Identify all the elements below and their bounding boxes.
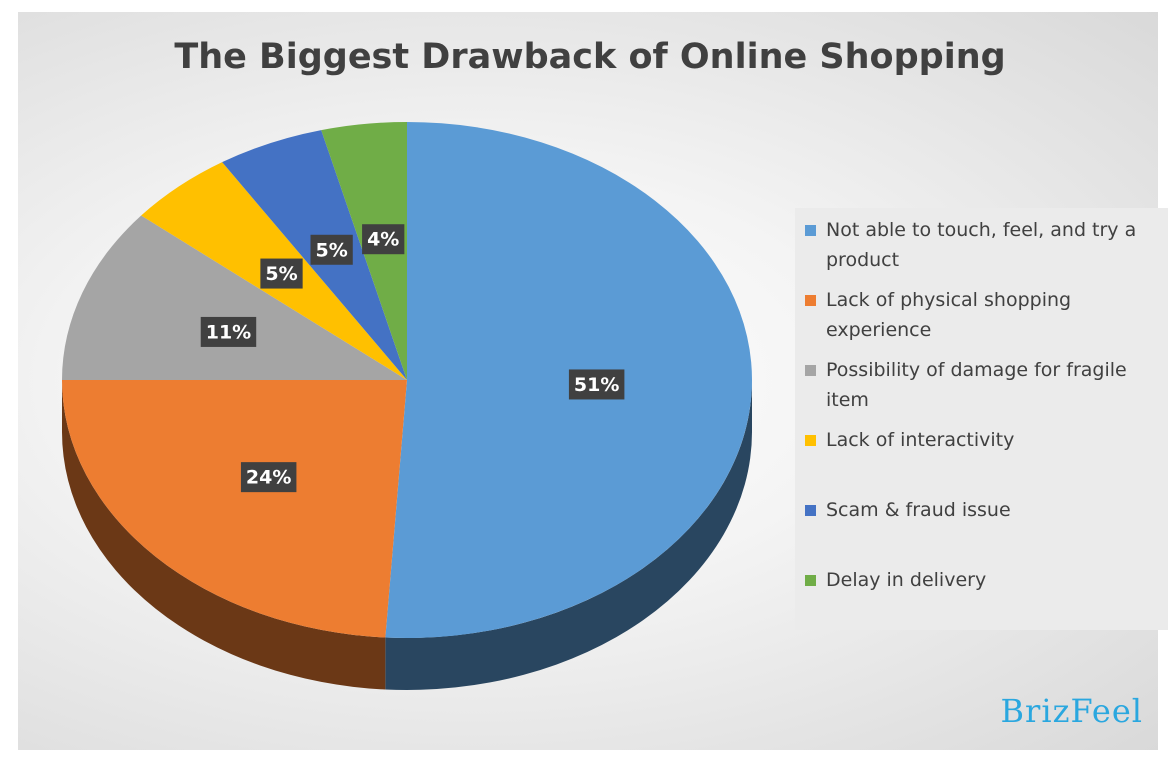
legend-swatch xyxy=(805,365,816,376)
legend-item: Lack of physical shopping experience xyxy=(805,285,1160,345)
data-label-text: 4% xyxy=(367,229,399,251)
data-label-bg xyxy=(362,224,405,255)
data-label-text: 5% xyxy=(265,263,297,285)
legend-item: Delay in delivery xyxy=(805,565,1160,595)
legend-item: Possibility of damage for fragile item xyxy=(805,355,1160,415)
data-label-bg xyxy=(260,258,303,289)
legend-label: Lack of interactivity xyxy=(826,429,1015,451)
pie-slice xyxy=(62,380,407,638)
legend-swatch xyxy=(805,225,816,236)
legend-label: Lack of physical shopping experience xyxy=(826,289,1072,341)
data-label-text: 5% xyxy=(316,239,348,261)
legend-label: Scam & fraud issue xyxy=(826,499,1011,521)
legend-swatch xyxy=(805,435,816,446)
data-label-text: 11% xyxy=(206,321,251,343)
data-label: 5% xyxy=(310,234,353,265)
legend-item: Scam & fraud issue xyxy=(805,495,1160,525)
brand-logo: BrizFeel xyxy=(1000,692,1143,730)
legend-label: Delay in delivery xyxy=(826,569,987,591)
data-label: 5% xyxy=(260,258,303,289)
pie-slice xyxy=(385,122,752,638)
legend-label: Not able to touch, feel, and try a produ… xyxy=(826,219,1137,271)
chart-title: The Biggest Drawback of Online Shopping xyxy=(174,37,1005,77)
data-label-bg xyxy=(310,234,353,265)
data-label: 51% xyxy=(568,369,625,400)
data-label: 24% xyxy=(240,462,297,493)
legend-swatch xyxy=(805,505,816,516)
data-label: 4% xyxy=(362,224,405,255)
data-label-bg xyxy=(240,462,297,493)
legend-item: Lack of interactivity xyxy=(805,425,1160,455)
legend-item: Not able to touch, feel, and try a produ… xyxy=(805,215,1160,275)
pie-slice xyxy=(62,215,407,380)
data-label: 11% xyxy=(200,316,257,347)
pie-slice-side xyxy=(62,380,386,690)
legend: Not able to touch, feel, and try a produ… xyxy=(795,208,1168,630)
data-label-text: 24% xyxy=(246,467,291,489)
data-label-bg xyxy=(200,316,257,347)
legend-label: Possibility of damage for fragile item xyxy=(826,359,1127,411)
legend-swatch xyxy=(805,295,816,306)
data-label-text: 51% xyxy=(574,374,619,396)
legend-swatch xyxy=(805,575,816,586)
pie-slice-side xyxy=(385,380,752,690)
data-label-bg xyxy=(568,369,625,400)
